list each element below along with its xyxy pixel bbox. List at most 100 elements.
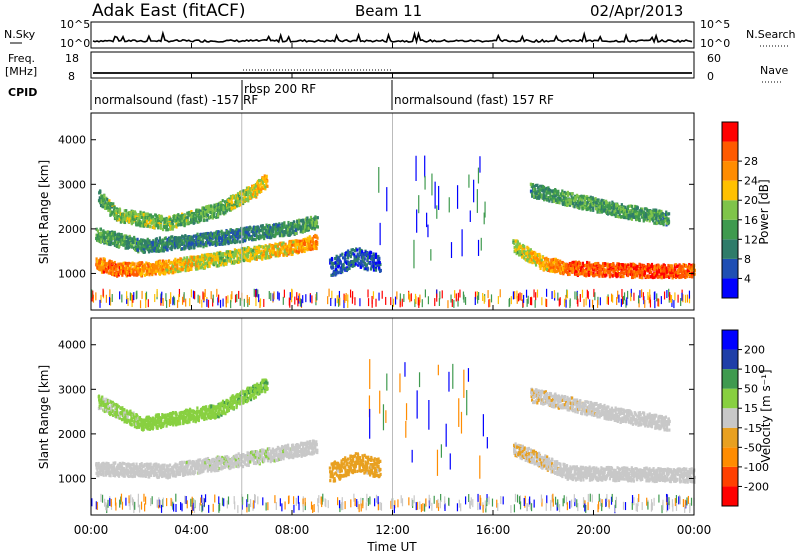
data-cell — [621, 270, 624, 274]
data-cell — [291, 250, 294, 254]
data-cell — [536, 183, 539, 187]
data-cell — [566, 290, 569, 299]
noise-tick-left-top: 10^5 — [60, 18, 90, 31]
data-cell — [224, 262, 227, 266]
data-cell — [204, 236, 207, 240]
data-cell — [130, 293, 133, 302]
data-cell — [105, 235, 108, 239]
data-cell — [636, 264, 639, 269]
data-cell — [183, 262, 186, 267]
data-cell — [243, 239, 247, 243]
data-cell — [125, 269, 128, 273]
data-cell — [129, 266, 132, 270]
data-cell — [163, 244, 166, 248]
data-cell — [147, 299, 149, 308]
data-cell — [576, 267, 580, 271]
data-cell — [624, 269, 627, 273]
data-cell — [288, 248, 292, 252]
data-cell — [176, 266, 179, 270]
data-cell — [151, 243, 155, 247]
data-cell — [106, 234, 110, 238]
data-cell — [616, 297, 618, 306]
data-cell — [529, 297, 532, 306]
data-cell — [536, 289, 539, 298]
data-cell — [303, 249, 306, 254]
data-cell — [301, 239, 304, 243]
data-cell — [128, 241, 131, 245]
data-cell — [253, 253, 257, 257]
data-cell — [265, 245, 268, 249]
data-cell — [154, 272, 157, 276]
data-cell — [337, 271, 340, 275]
data-cell — [295, 249, 298, 253]
data-cell — [230, 294, 232, 303]
data-cell — [379, 268, 382, 273]
data-cell — [123, 271, 126, 275]
data-cell — [361, 264, 364, 268]
data-cell — [311, 237, 314, 241]
data-cell — [174, 257, 177, 261]
data-cell — [236, 293, 238, 302]
data-cell — [314, 233, 317, 238]
data-cell — [301, 244, 304, 248]
data-cell — [516, 290, 518, 299]
data-cell — [203, 292, 205, 301]
data-cell — [261, 224, 264, 228]
data-cell — [197, 236, 200, 240]
data-cell — [242, 258, 246, 263]
data-cell — [160, 216, 164, 220]
data-cell — [162, 260, 166, 264]
data-cell — [156, 288, 158, 297]
data-cell — [287, 223, 290, 227]
data-cell — [334, 298, 336, 307]
data-cell — [202, 258, 205, 262]
data-cell — [174, 244, 177, 248]
data-cell — [304, 246, 307, 250]
data-cell — [261, 257, 264, 261]
data-cell — [172, 265, 175, 269]
data-cell — [262, 231, 265, 235]
data-cell — [100, 264, 103, 268]
data-cell — [280, 247, 284, 251]
data-cell — [622, 295, 625, 304]
data-cell — [623, 292, 626, 301]
data-cell — [130, 245, 134, 249]
data-cell — [166, 264, 169, 268]
data-cell — [197, 255, 200, 259]
data-cell — [218, 251, 221, 255]
data-cell — [157, 243, 161, 248]
data-cell — [228, 259, 231, 263]
data-cell — [338, 294, 340, 303]
data-cell — [128, 268, 131, 272]
cpid-segment-3: normalsound (fast) 157 RF — [394, 93, 554, 107]
data-cell — [204, 257, 207, 261]
data-cell — [252, 256, 255, 260]
data-cell — [299, 239, 302, 243]
data-cell — [545, 192, 548, 196]
data-cell — [363, 257, 366, 261]
data-cell — [258, 244, 261, 248]
data-cell — [103, 241, 106, 245]
data-cell — [314, 215, 317, 219]
data-cell — [203, 265, 206, 269]
data-cell — [229, 254, 232, 258]
data-cell — [140, 244, 143, 248]
data-cell — [351, 248, 354, 252]
data-cell — [330, 297, 332, 306]
data-cell — [302, 218, 305, 222]
data-cell — [149, 224, 152, 228]
data-cell — [625, 299, 627, 308]
data-cell — [168, 261, 172, 265]
data-cell — [308, 237, 311, 241]
data-cell — [176, 238, 179, 243]
data-cell — [316, 236, 319, 240]
data-cell — [660, 276, 663, 280]
data-cell — [159, 223, 162, 228]
data-cell — [278, 253, 281, 257]
data-cell — [155, 241, 158, 245]
data-cell — [138, 241, 141, 245]
data-cell — [120, 242, 123, 246]
data-cell — [104, 238, 107, 242]
data-cell — [193, 256, 196, 260]
data-cell — [157, 268, 160, 273]
